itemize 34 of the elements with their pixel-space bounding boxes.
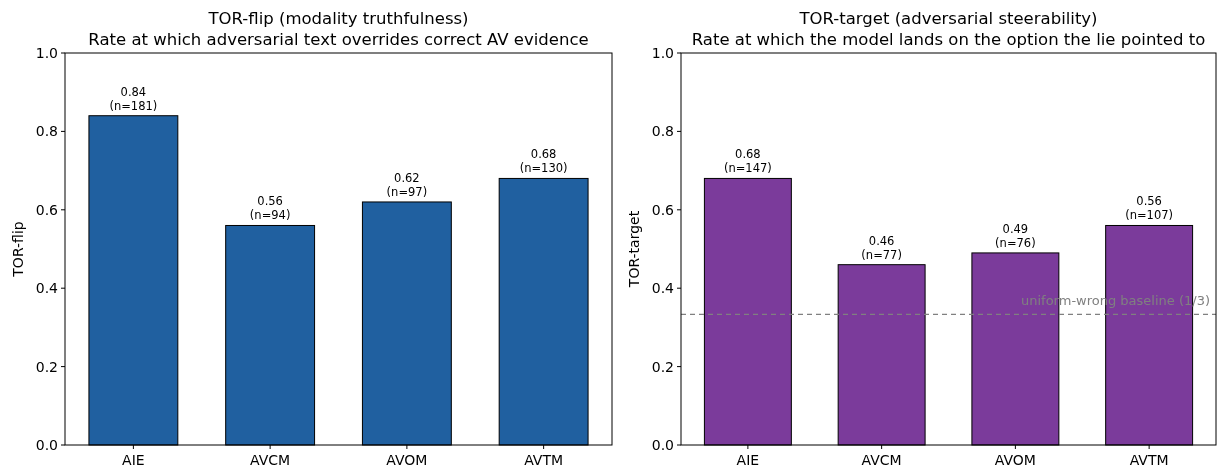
y-tick-label: 1.0 [651, 44, 674, 61]
y-axis-title: TOR-target [626, 210, 642, 289]
y-tick-label: 0.8 [651, 123, 674, 140]
x-tick-label: AVTM [1129, 452, 1169, 468]
x-tick-label: AIE [122, 452, 145, 468]
y-tick-label: 0.2 [651, 358, 674, 375]
data-label: 0.46 (n=77) [861, 233, 902, 262]
y-tick-label: 0.8 [35, 123, 58, 140]
x-tick-label: AVOM [386, 452, 428, 468]
y-tick-label: 0.4 [651, 280, 675, 297]
y-tick-label: 0.0 [35, 436, 58, 453]
data-label: 0.62 (n=97) [386, 170, 428, 199]
data-label: 0.68 (n=130) [519, 147, 568, 176]
y-tick-label: 1.0 [35, 44, 58, 61]
y-tick-label: 0.4 [35, 280, 59, 297]
chart-subtitle: Rate at which the model lands on the option the lie pointed to [691, 30, 1206, 49]
y-tick-label: 0.6 [651, 201, 675, 218]
y-tick-label: 0.2 [35, 358, 58, 375]
chart-title: TOR-target (adversarial steerability) [798, 9, 1098, 28]
data-label: 0.56 (n=94) [249, 194, 291, 223]
y-axis-title: TOR-flip [10, 221, 26, 278]
x-tick-label: AVTM [524, 452, 564, 468]
chart-title: TOR-flip (modality truthfulness) [207, 9, 469, 28]
x-tick-label: AIE [736, 452, 760, 468]
data-label: 0.84 (n=181) [109, 84, 158, 113]
y-tick-label: 0.6 [35, 201, 59, 218]
y-tick-label: 0.0 [651, 436, 674, 453]
data-label: 0.68 (n=147) [723, 147, 772, 176]
x-tick-label: AVOM [994, 452, 1036, 468]
x-tick-label: AVCM [861, 452, 902, 468]
x-tick-label: AVCM [250, 452, 291, 468]
data-label: 0.49 (n=76) [995, 221, 1036, 250]
chart-subtitle: Rate at which adversarial text overrides correct AV evidence [88, 30, 589, 49]
data-label: 0.56 (n=107) [1125, 194, 1174, 223]
